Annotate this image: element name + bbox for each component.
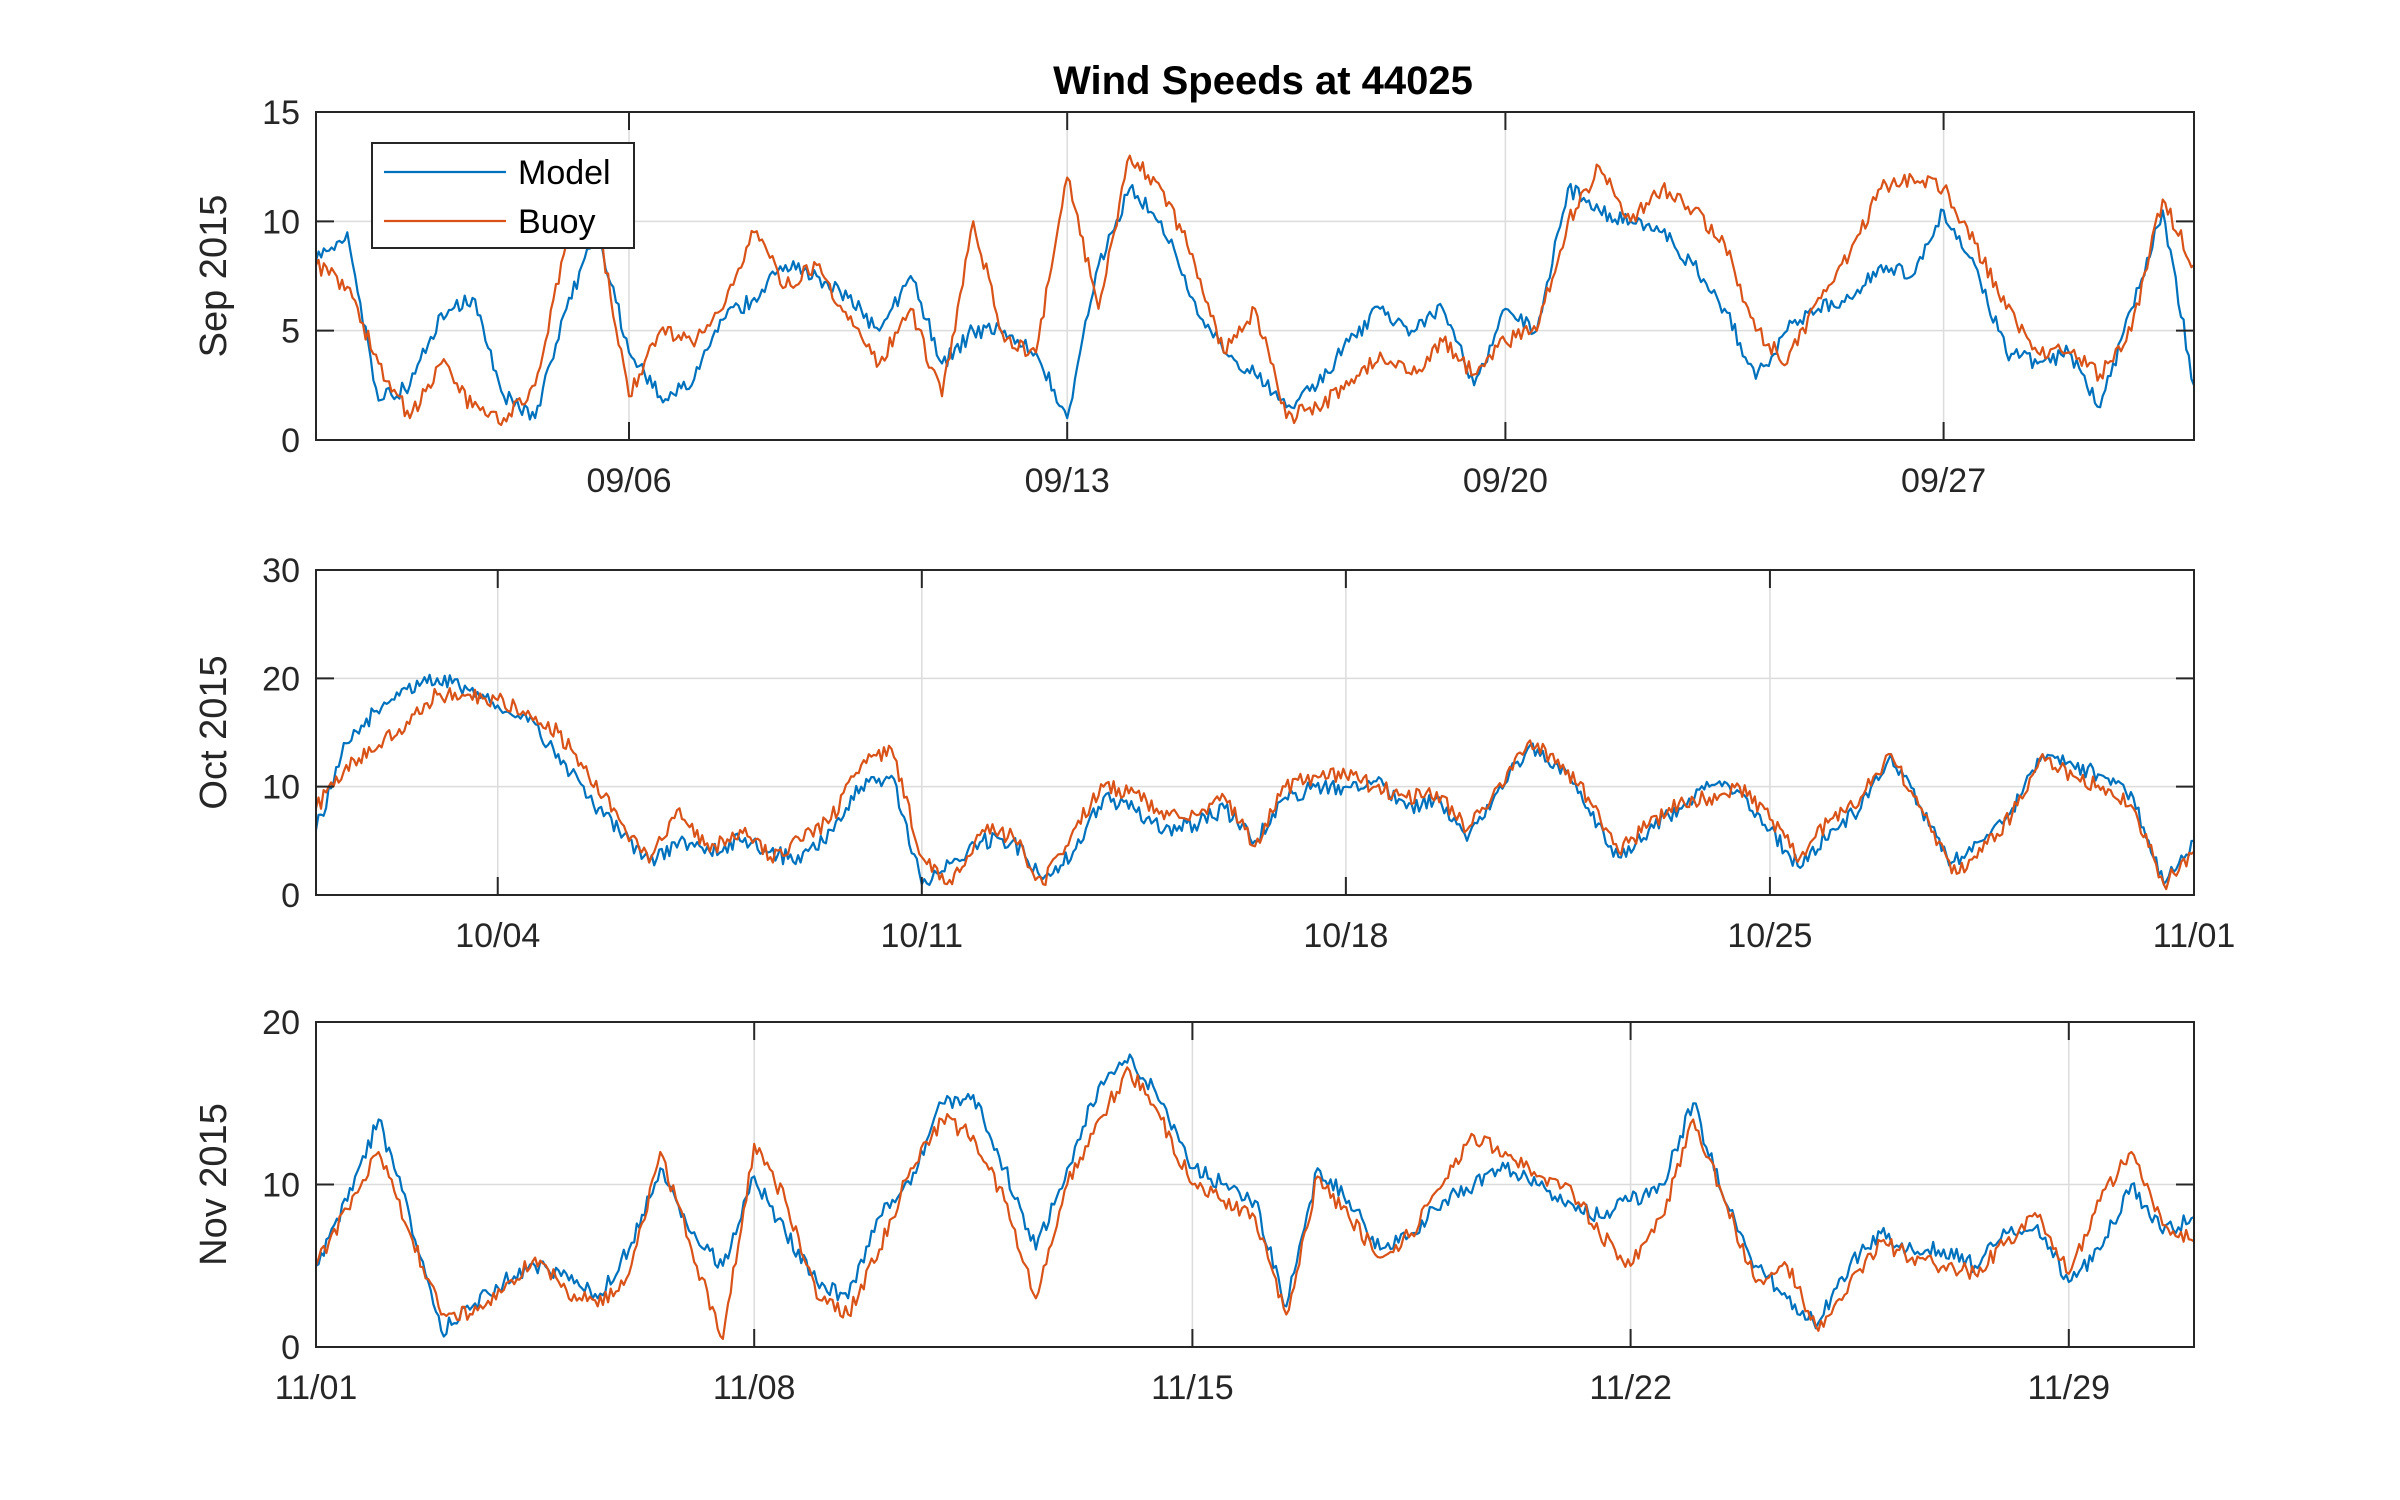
series-line-model: [315, 1053, 2195, 1338]
legend-label-model: Model: [518, 154, 611, 192]
y-axis-label: Oct 2015: [193, 655, 235, 809]
y-axis-label: Nov 2015: [193, 1103, 235, 1266]
x-tick-label: 11/29: [2028, 1369, 2111, 1407]
axes-box: [315, 569, 2195, 896]
chart-title: Wind Speeds at 44025: [1053, 59, 1473, 103]
chart-legend: Model Buoy: [371, 142, 635, 249]
legend-label-buoy: Buoy: [518, 203, 596, 241]
series-line-buoy: [314, 687, 2195, 891]
y-tick-label: 5: [281, 313, 300, 351]
y-tick-label: 10: [262, 769, 300, 807]
y-tick-label: 10: [262, 1167, 300, 1205]
y-tick-label: 10: [262, 203, 300, 241]
x-tick-label: 09/27: [1901, 462, 1986, 500]
series-line-buoy: [314, 1066, 2195, 1341]
panel-nov-2015: 11/01 11/08 11/15 11/22 11/29 0 10 20 Nov 2015: [193, 1004, 2195, 1407]
y-tick-label: 20: [262, 660, 300, 698]
x-tick-label: 11/01: [2153, 917, 2236, 955]
y-tick-label: 30: [262, 552, 300, 590]
x-tick-label: 09/13: [1025, 462, 1110, 500]
panel-oct-2015: 10/04 10/11 10/18 10/25 11/01 0 10 20 30 Oct 2015: [193, 552, 2235, 955]
legend-box: [371, 142, 635, 249]
x-tick-label: 09/20: [1463, 462, 1548, 500]
x-tick-label: 09/06: [586, 462, 671, 500]
y-axis-label: Sep 2015: [193, 195, 235, 358]
x-tick-label: 10/25: [1727, 917, 1812, 955]
y-tick-label: 15: [262, 94, 300, 132]
x-tick-label: 11/08: [713, 1369, 796, 1407]
y-tick-label: 20: [262, 1004, 300, 1042]
x-tick-label: 11/01: [275, 1369, 358, 1407]
series-line-model: [314, 182, 2196, 421]
axes-box: [315, 111, 2195, 441]
x-tick-label: 11/22: [1589, 1369, 1672, 1407]
x-tick-label: 10/04: [455, 917, 540, 955]
x-tick-label: 10/18: [1303, 917, 1388, 955]
y-tick-label: 0: [281, 1329, 300, 1367]
series-line-buoy: [315, 154, 2195, 427]
x-tick-label: 11/15: [1151, 1369, 1234, 1407]
y-tick-label: 0: [281, 422, 300, 460]
x-tick-label: 10/11: [881, 917, 964, 955]
y-tick-label: 0: [281, 877, 300, 915]
